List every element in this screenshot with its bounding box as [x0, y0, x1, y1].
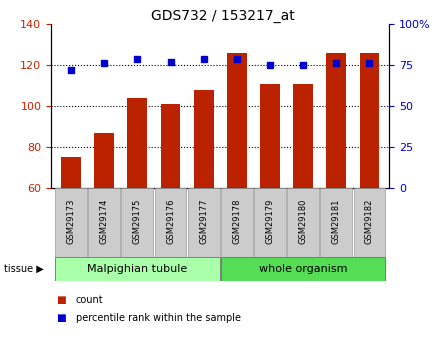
- Bar: [221, 188, 253, 257]
- Bar: [194, 90, 214, 311]
- Bar: [121, 188, 153, 257]
- Text: GSM29177: GSM29177: [199, 198, 208, 244]
- Text: GDS732 / 153217_at: GDS732 / 153217_at: [150, 9, 295, 23]
- Bar: [260, 83, 280, 311]
- Text: percentile rank within the sample: percentile rank within the sample: [76, 313, 241, 323]
- Bar: [127, 98, 147, 311]
- Bar: [88, 188, 120, 257]
- Text: GSM29174: GSM29174: [100, 198, 109, 244]
- Bar: [61, 157, 81, 311]
- Bar: [221, 257, 385, 281]
- Bar: [55, 257, 220, 281]
- Text: tissue ▶: tissue ▶: [4, 264, 44, 274]
- Text: GSM29175: GSM29175: [133, 198, 142, 244]
- Text: GSM29173: GSM29173: [67, 198, 76, 244]
- Text: ■: ■: [56, 295, 65, 305]
- Bar: [320, 188, 352, 257]
- Bar: [55, 188, 87, 257]
- Text: GSM29178: GSM29178: [232, 198, 241, 244]
- Text: ■: ■: [56, 313, 65, 323]
- Bar: [360, 53, 380, 311]
- Bar: [287, 188, 319, 257]
- Bar: [293, 83, 313, 311]
- Bar: [326, 53, 346, 311]
- Bar: [161, 104, 181, 311]
- Text: GSM29182: GSM29182: [365, 198, 374, 244]
- Text: Malpighian tubule: Malpighian tubule: [87, 264, 187, 274]
- Bar: [188, 188, 220, 257]
- Text: count: count: [76, 295, 103, 305]
- Text: GSM29181: GSM29181: [332, 198, 341, 244]
- Text: GSM29176: GSM29176: [166, 198, 175, 244]
- Bar: [94, 133, 114, 311]
- Text: GSM29180: GSM29180: [299, 198, 307, 244]
- Text: whole organism: whole organism: [259, 264, 348, 274]
- Bar: [227, 53, 247, 311]
- Bar: [354, 188, 385, 257]
- Bar: [154, 188, 186, 257]
- Bar: [254, 188, 286, 257]
- Text: GSM29179: GSM29179: [266, 198, 275, 244]
